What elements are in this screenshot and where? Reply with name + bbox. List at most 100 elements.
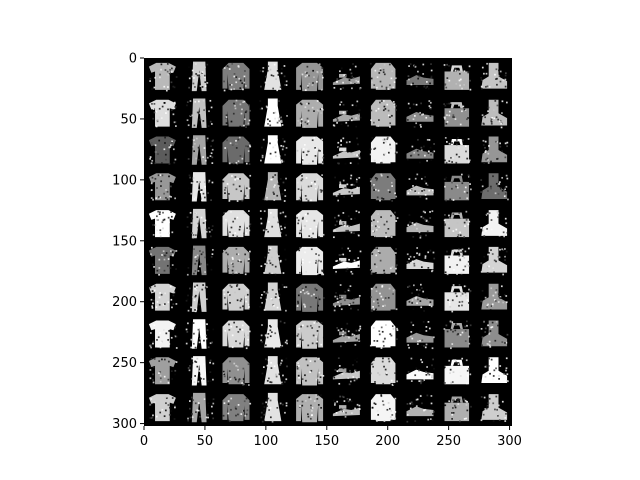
tile-bag	[443, 210, 471, 238]
tile-coat	[296, 136, 325, 165]
x-tick-label: 250	[436, 434, 461, 449]
tile-bag	[443, 63, 472, 91]
y-axis: 0 50 100 150 200 250 300	[112, 52, 144, 432]
tile-coat	[296, 99, 324, 128]
tile-sneaker	[406, 138, 436, 164]
tile-pullover	[222, 357, 250, 386]
tile-trouser	[185, 282, 208, 313]
tile-sneaker	[406, 100, 434, 128]
tile-shirt	[369, 62, 397, 91]
tile-trouser	[187, 392, 215, 423]
tile-bag	[444, 136, 471, 164]
tile-sneaker	[406, 320, 435, 350]
tile-ankle-boot	[480, 210, 509, 238]
tile-shirt	[369, 173, 398, 202]
tile-sandal	[332, 100, 362, 128]
tile-dress	[259, 61, 288, 92]
tile-dress	[259, 98, 288, 127]
tile-sandal	[332, 395, 361, 418]
tile-trouser	[187, 356, 215, 386]
tile-pullover	[222, 62, 250, 92]
tile-dress	[260, 245, 287, 276]
tile-trouser	[188, 61, 209, 92]
image-tiles	[148, 61, 509, 423]
tile-coat	[296, 283, 325, 312]
tile-tshirt	[148, 246, 178, 276]
tile-tshirt	[148, 394, 177, 422]
tile-sandal	[332, 210, 360, 239]
tile-bag	[443, 357, 472, 385]
tile-sandal	[332, 247, 362, 276]
tile-tshirt	[148, 173, 177, 201]
tile-dress	[260, 135, 288, 164]
tile-coat	[296, 62, 324, 92]
tile-bag	[444, 247, 470, 276]
tile-trouser	[187, 135, 215, 165]
tile-trouser	[186, 98, 213, 128]
tile-coat	[296, 320, 325, 349]
tile-coat	[296, 246, 325, 276]
tile-sneaker	[406, 357, 435, 385]
tile-ankle-boot	[480, 283, 508, 311]
x-axis: 0 50 100 150 200 250 300	[140, 426, 522, 449]
tile-ankle-boot	[481, 99, 508, 129]
tile-pullover	[222, 283, 250, 311]
tile-pullover	[222, 320, 251, 350]
tile-ankle-boot	[480, 62, 508, 90]
tile-shirt	[370, 283, 398, 312]
tile-ankle-boot	[481, 136, 509, 164]
y-tick-label: 200	[112, 295, 137, 310]
tile-bag	[443, 173, 472, 202]
tile-bag	[444, 396, 472, 423]
tile-pullover	[222, 99, 251, 128]
y-tick-label: 100	[112, 173, 137, 188]
tile-pullover	[222, 210, 252, 238]
tile-pullover	[222, 246, 251, 276]
y-tick-label: 150	[112, 234, 137, 249]
tile-tshirt	[148, 99, 177, 128]
tile-coat	[296, 210, 325, 239]
tile-coat	[296, 394, 324, 423]
tile-sneaker	[406, 283, 434, 312]
tile-trouser	[186, 245, 214, 276]
tile-shirt	[369, 246, 398, 275]
tile-sneaker	[406, 173, 434, 201]
tile-pullover	[222, 136, 252, 166]
tile-shirt	[369, 136, 398, 164]
image-plot	[144, 58, 512, 426]
axes-frame	[144, 58, 512, 426]
y-tick-label: 250	[112, 356, 137, 371]
tile-tshirt	[148, 283, 178, 311]
tile-sneaker	[406, 247, 436, 273]
tile-bag	[444, 284, 472, 313]
tile-dress	[260, 319, 289, 349]
tile-ankle-boot	[480, 320, 509, 348]
tile-sandal	[332, 137, 361, 165]
tile-pullover	[222, 394, 252, 423]
tile-tshirt	[148, 210, 176, 238]
tile-trouser	[185, 319, 215, 349]
tile-tshirt	[148, 320, 178, 349]
tile-trouser	[187, 172, 214, 202]
tile-ankle-boot	[480, 394, 508, 422]
x-tick-label: 200	[375, 434, 400, 449]
tile-sneaker	[406, 63, 434, 90]
tile-sandal	[332, 174, 361, 202]
tile-dress	[259, 282, 288, 312]
tile-sneaker	[406, 210, 434, 239]
tile-coat	[296, 357, 325, 386]
tile-dress	[260, 392, 288, 423]
tile-ankle-boot	[480, 173, 509, 201]
tile-bag	[443, 320, 472, 350]
tile-sandal	[332, 284, 361, 312]
tile-tshirt	[148, 62, 178, 92]
tile-tshirt	[148, 136, 177, 165]
tile-dress	[261, 356, 288, 385]
tile-shirt	[370, 99, 397, 128]
x-tick-label: 300	[497, 434, 522, 449]
x-tick-label: 150	[314, 434, 339, 449]
tile-sandal	[332, 63, 362, 90]
tile-shirt	[370, 394, 397, 422]
x-tick-label: 50	[197, 434, 214, 449]
